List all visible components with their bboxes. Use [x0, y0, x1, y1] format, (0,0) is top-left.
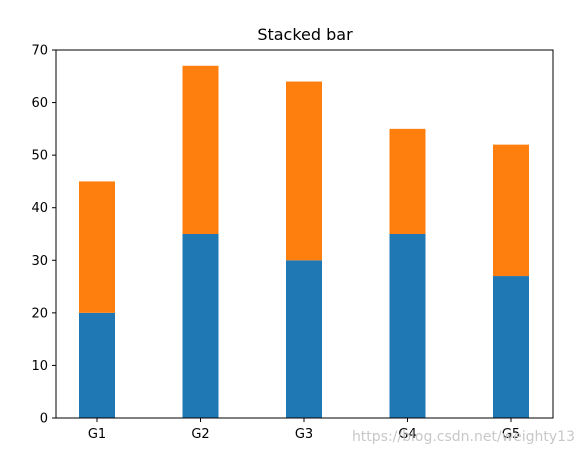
y-axis: 0 10 20 30 40 50 60 70 — [31, 44, 56, 427]
x-tick-label-g3: G3 — [295, 427, 313, 442]
bar-series2-g2 — [182, 65, 219, 235]
bar-series1-g5 — [493, 276, 529, 418]
x-tick-label-g5: G5 — [502, 427, 520, 442]
bar-series1-g2 — [182, 234, 219, 418]
y-tick-label: 40 — [31, 201, 48, 216]
chart-title: Stacked bar — [257, 25, 353, 44]
bar-series1-g4 — [389, 234, 426, 418]
bar-series1-g1 — [79, 312, 115, 418]
y-tick-label: 60 — [31, 96, 48, 111]
x-tick-label-g2: G2 — [191, 427, 209, 442]
y-tick-label: 20 — [31, 306, 48, 321]
bar-series1-g3 — [286, 260, 322, 418]
bar-series2-g5 — [493, 144, 529, 277]
bar-series2-g1 — [79, 181, 115, 313]
y-tick-label: 70 — [31, 44, 48, 59]
x-tick-label-g1: G1 — [88, 427, 106, 442]
y-tick-label: 0 — [40, 412, 48, 427]
watermark: https://blog.csdn.net/weighty13 — [352, 429, 575, 445]
y-tick-label: 50 — [31, 149, 48, 164]
bar-series2-g3 — [286, 81, 322, 261]
y-tick-label: 30 — [31, 254, 48, 269]
bar-series2-g4 — [389, 128, 426, 234]
bars-layer — [79, 65, 529, 418]
x-axis: G1 G2 G3 G4 G5 — [88, 418, 520, 442]
plot-frame — [55, 49, 554, 419]
x-tick-label-g4: G4 — [398, 427, 416, 442]
y-tick-label: 10 — [31, 359, 48, 374]
